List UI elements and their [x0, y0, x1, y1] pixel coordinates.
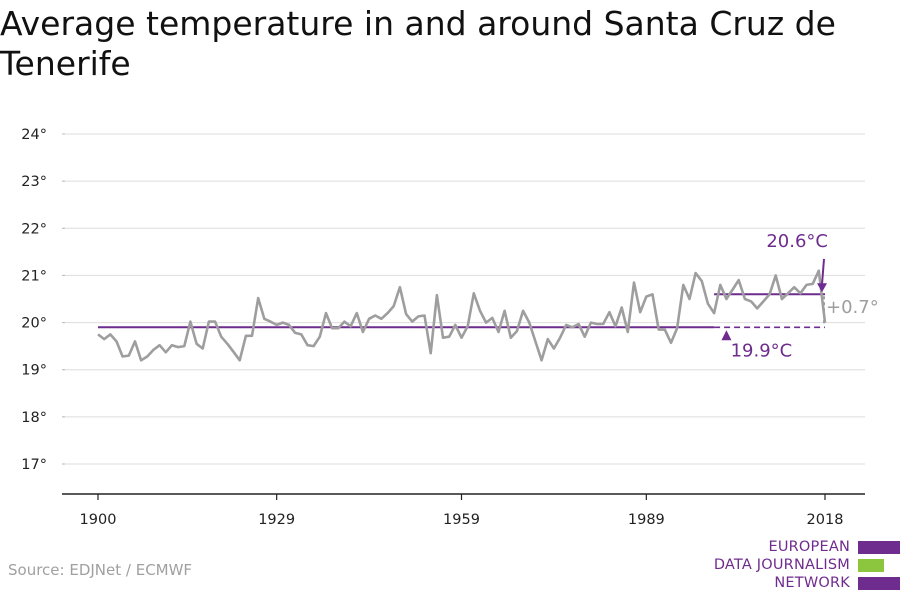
y-tick-label: 22°	[21, 221, 47, 237]
y-tick-label: 24°	[21, 127, 47, 143]
source-note: Source: EDJNet / ECMWF	[8, 561, 193, 579]
logo-line-1: EUROPEAN	[768, 539, 850, 555]
chart-title: Average temperature in and around Santa …	[0, 4, 836, 83]
y-tick-label: 17°	[21, 457, 47, 473]
logo-line-3: NETWORK	[774, 575, 850, 591]
x-tick-label: 1900	[80, 512, 117, 528]
x-tick-label: 1989	[628, 512, 665, 528]
recent-mean-arrowhead	[817, 283, 827, 293]
temperature-line	[97, 269, 827, 362]
baseline-mean-arrowhead	[721, 330, 732, 341]
y-tick-label: 23°	[21, 174, 47, 190]
logo-line-2: DATA JOURNALISM	[713, 557, 850, 573]
logo-bar-purple-2	[858, 577, 900, 590]
x-tick-label: 2018	[807, 512, 844, 528]
y-tick-label: 21°	[21, 268, 47, 284]
gridlines	[62, 133, 865, 465]
y-tick-label: 19°	[21, 363, 47, 379]
series	[97, 269, 827, 362]
logo-bar-purple-1	[858, 541, 900, 554]
difference-label: +0.7°	[826, 297, 879, 318]
baseline-mean-label: 19.9°C	[731, 340, 793, 361]
x-tick-label: 1959	[443, 512, 480, 528]
recent-mean-arrow-stem	[821, 258, 825, 285]
logo-bar-green	[858, 559, 884, 572]
recent-mean-label: 20.6°C	[766, 231, 828, 252]
edjnet-logo: EUROPEAN DATA JOURNALISM NETWORK	[700, 538, 900, 598]
annotations: +0.7° 20.6°C 19.9°C	[721, 231, 879, 361]
axes: 17° 18° 19° 20° 21° 22° 23° 24° 1900 1929 1959 1989…	[21, 127, 865, 528]
x-tick-label: 1929	[258, 512, 295, 528]
y-tick-label: 18°	[21, 410, 47, 426]
y-tick-label: 20°	[21, 316, 47, 332]
